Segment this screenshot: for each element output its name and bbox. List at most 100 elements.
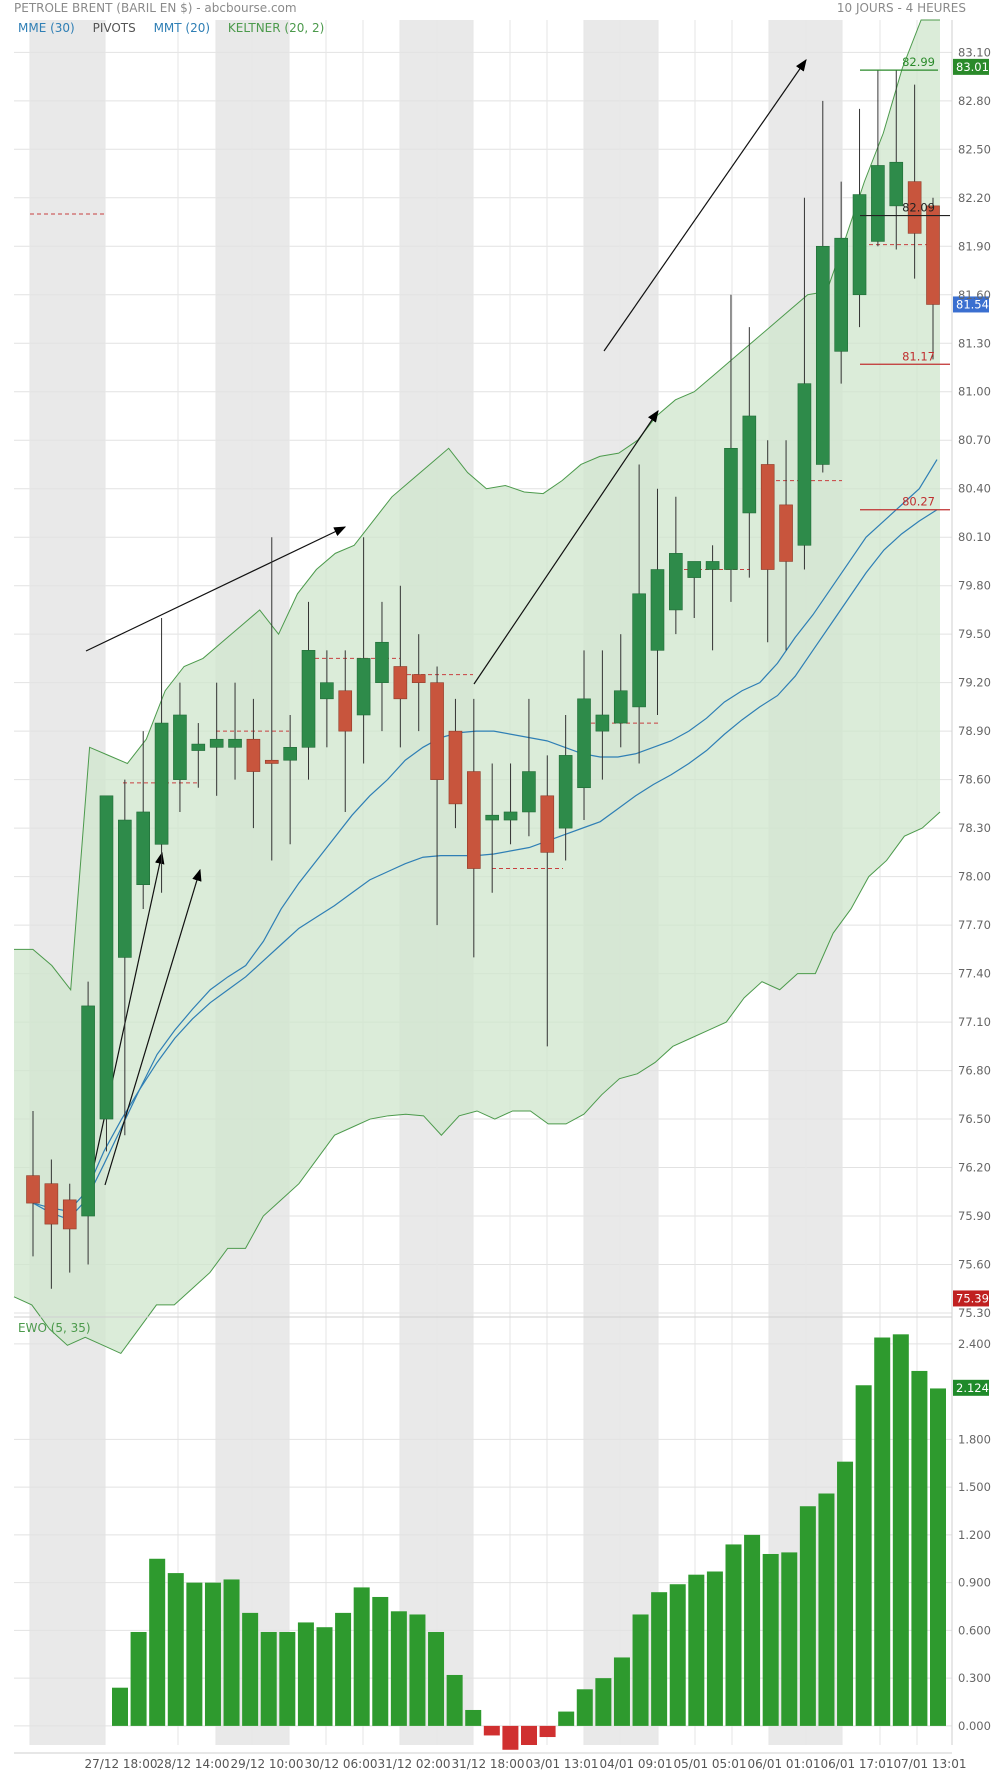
ewo-legend: EWO (5, 35): [18, 1320, 105, 1336]
ewo-bar: [762, 1553, 779, 1726]
x-tick-label: 29/12 10:00: [231, 1757, 304, 1771]
candle-body: [62, 1199, 77, 1230]
ewo-bar: [242, 1612, 259, 1726]
candle-body: [503, 811, 518, 821]
candle: [834, 181, 848, 384]
candle: [448, 698, 463, 829]
candle: [760, 440, 775, 643]
chart-period: 10 JOURS - 4 HEURES: [836, 1, 966, 15]
candle: [154, 618, 169, 893]
price-tick-label: 78.60: [958, 773, 991, 787]
x-tick-label: 30/12 06:00: [305, 1757, 378, 1771]
ewo-bar: [855, 1385, 872, 1726]
candle-body: [705, 561, 720, 570]
ewo-tick-label: 0.600: [958, 1623, 991, 1637]
ewo-tick-label: 1.500: [958, 1480, 991, 1494]
price-tick-label: 77.10: [958, 1015, 991, 1029]
ewo-bar: [204, 1582, 221, 1726]
candle: [669, 496, 683, 635]
ewo-bar: [223, 1579, 240, 1726]
price-tick-label: 82.80: [958, 94, 991, 108]
legend-mmt[interactable]: MMT (20): [153, 21, 211, 35]
price-tick-label: 83.10: [958, 45, 991, 59]
x-tick-label: 06/01 01:01: [748, 1757, 821, 1771]
candle: [283, 714, 297, 845]
price-tick-label: 77.70: [958, 918, 991, 932]
candle: [375, 601, 389, 732]
candle-body: [742, 415, 757, 514]
ewo-bar: [632, 1614, 649, 1726]
candle: [705, 545, 720, 651]
candle: [926, 197, 940, 360]
candle: [264, 537, 279, 861]
candle-body: [448, 730, 463, 805]
ewo-bar: [390, 1611, 407, 1726]
legend-mme[interactable]: MME (30): [18, 21, 75, 35]
level-label: 82.99: [902, 55, 935, 69]
candle-body: [228, 738, 242, 748]
candle-body: [99, 795, 114, 1120]
ewo-bar: [651, 1592, 668, 1726]
low-badge-text: 75.39: [956, 1291, 989, 1305]
high-badge-text: 83.01: [956, 60, 989, 74]
keltner-band: [13, 19, 941, 1355]
candle-body: [246, 738, 261, 772]
keltner-fill: [14, 20, 940, 1354]
candle: [871, 70, 885, 247]
candle-body: [154, 722, 169, 845]
ewo-bars: [112, 1334, 946, 1750]
candle-body: [44, 1183, 59, 1225]
candle: [228, 682, 242, 780]
candle: [724, 294, 738, 602]
price-tick-label: 79.80: [958, 579, 991, 593]
price-tick-label: 79.20: [958, 676, 991, 690]
candle: [99, 795, 114, 1152]
legend-ewo[interactable]: EWO (5, 35): [18, 1321, 91, 1335]
candle: [687, 561, 702, 619]
price-tick-label: 76.80: [958, 1064, 991, 1078]
ewo-bar: [112, 1687, 128, 1726]
price-tick-label: 76.50: [958, 1112, 991, 1126]
legend-keltner[interactable]: KELTNER (20, 2): [227, 21, 325, 35]
x-tick-label: 27/12 18:00: [85, 1757, 158, 1771]
price-tick-label: 81.00: [958, 385, 991, 399]
ewo-bar: [297, 1622, 314, 1726]
ewo-bar: [316, 1627, 333, 1726]
candle: [467, 698, 481, 958]
ewo-bar: [335, 1612, 352, 1726]
ewo-bar: [911, 1370, 928, 1726]
candle: [779, 440, 793, 651]
candle: [558, 714, 573, 861]
ewo-badge-text: 2.124: [956, 1381, 989, 1395]
candle-body: [815, 245, 830, 465]
candle: [62, 1183, 77, 1273]
candle-body: [173, 714, 187, 780]
trend-arrow: [473, 410, 659, 685]
ewo-tick-label: 0.900: [958, 1576, 991, 1590]
candle: [485, 763, 499, 893]
candle-body: [760, 464, 775, 570]
ewo-bar: [483, 1725, 500, 1736]
candle-body: [393, 666, 408, 700]
candle-body: [650, 569, 665, 651]
price-tick-label: 77.40: [958, 967, 991, 981]
candle-body: [209, 738, 224, 748]
ewo-bar: [353, 1587, 370, 1726]
ewo-bar: [576, 1689, 593, 1726]
ewo-bar: [409, 1614, 426, 1726]
chart-title: PETROLE BRENT (BARIL EN $) - abcbourse.c…: [14, 1, 297, 15]
candle: [44, 1159, 59, 1289]
high-badge: [953, 58, 989, 75]
candle-body: [558, 755, 573, 829]
trend-arrow: [85, 526, 347, 652]
candle-body: [356, 658, 371, 716]
candle: [595, 650, 610, 780]
price-tick-label: 80.10: [958, 530, 991, 544]
legend-pivots[interactable]: PIVOTS: [92, 21, 136, 35]
candle: [852, 108, 867, 328]
candle-body: [926, 205, 940, 305]
candle-body: [264, 759, 279, 764]
ewo-bar: [688, 1574, 705, 1726]
price-tick-label: 78.30: [958, 821, 991, 835]
